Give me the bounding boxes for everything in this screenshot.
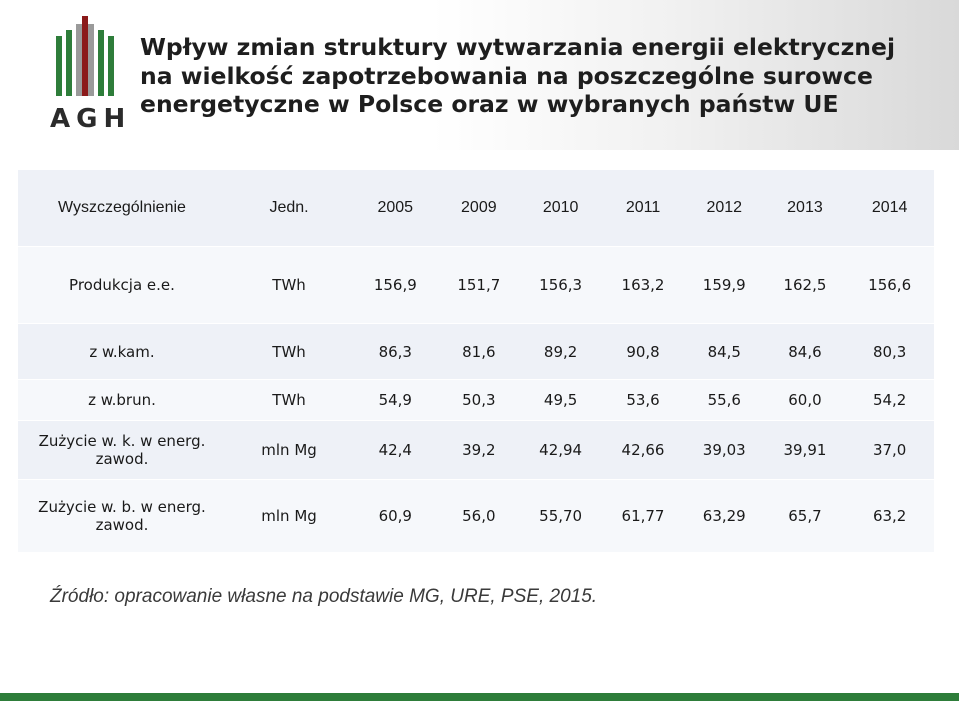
- table-cell: 84,6: [764, 323, 846, 380]
- table-cell: Zużycie w. k. w energ. zawod.: [18, 420, 226, 480]
- table-cell: 49,5: [519, 379, 603, 421]
- title-line: na wielkość zapotrzebowania na poszczegó…: [140, 61, 873, 90]
- agh-logo-icon: [56, 16, 114, 96]
- column-header: 2005: [352, 170, 439, 247]
- header-band: AGH Wpływ zmian struktury wytwarzania en…: [0, 0, 959, 150]
- table-cell: 159,9: [683, 246, 765, 324]
- logo-text: AGH: [50, 104, 132, 134]
- table-cell: 156,6: [845, 246, 934, 324]
- table-cell: 84,5: [683, 323, 765, 380]
- table-cell: 81,6: [438, 323, 520, 380]
- column-header: Jedn.: [225, 170, 353, 247]
- table-cell: 54,9: [352, 379, 439, 421]
- table-cell: 37,0: [845, 420, 934, 480]
- table-row: Produkcja e.e. TWh 156,9 151,7 156,3 163…: [18, 246, 934, 324]
- table-cell: TWh: [225, 323, 353, 380]
- table-cell: mln Mg: [225, 479, 353, 552]
- table-cell: Zużycie w. b. w energ. zawod.: [18, 479, 226, 552]
- table-cell: 151,7: [438, 246, 520, 324]
- footer-bar: [0, 693, 959, 701]
- column-header: 2010: [519, 170, 603, 247]
- table-cell: TWh: [225, 246, 353, 324]
- page-title: Wpływ zmian struktury wytwarzania energi…: [140, 33, 940, 119]
- source-note: Źródło: opracowanie własne na podstawie …: [50, 586, 598, 607]
- table-cell: 56,0: [438, 479, 520, 552]
- table-cell: 55,70: [519, 479, 603, 552]
- data-table: Wyszczególnienie Jedn. 2005 2009 2010 20…: [18, 170, 934, 552]
- table-cell: mln Mg: [225, 420, 353, 480]
- table-cell: 89,2: [519, 323, 603, 380]
- table-cell: 42,94: [519, 420, 603, 480]
- table-cell: 65,7: [764, 479, 846, 552]
- table-row: Zużycie w. k. w energ. zawod. mln Mg 42,…: [18, 420, 934, 480]
- table-cell: 42,4: [352, 420, 439, 480]
- table-cell: 53,6: [602, 379, 684, 421]
- table-cell: 42,66: [602, 420, 684, 480]
- table-cell: 90,8: [602, 323, 684, 380]
- column-header: Wyszczególnienie: [18, 170, 226, 247]
- table-row: z w.brun. TWh 54,9 50,3 49,5 53,6 55,6 6…: [18, 379, 934, 421]
- table-cell: z w.brun.: [18, 379, 226, 421]
- table-header-row: Wyszczególnienie Jedn. 2005 2009 2010 20…: [18, 170, 934, 247]
- table-cell: 39,2: [438, 420, 520, 480]
- column-header: 2011: [602, 170, 684, 247]
- column-header: 2013: [764, 170, 846, 247]
- table-cell: 163,2: [602, 246, 684, 324]
- table-cell: 60,9: [352, 479, 439, 552]
- table-cell: TWh: [225, 379, 353, 421]
- table-cell: 63,29: [683, 479, 765, 552]
- table-cell: z w.kam.: [18, 323, 226, 380]
- table-cell: 63,2: [845, 479, 934, 552]
- table-cell: 61,77: [602, 479, 684, 552]
- table-cell: 80,3: [845, 323, 934, 380]
- table-cell: 60,0: [764, 379, 846, 421]
- column-header: 2009: [438, 170, 520, 247]
- table-cell: 162,5: [764, 246, 846, 324]
- table-row: Zużycie w. b. w energ. zawod. mln Mg 60,…: [18, 479, 934, 552]
- table-cell: 50,3: [438, 379, 520, 421]
- table-cell: Produkcja e.e.: [18, 246, 226, 324]
- title-line: energetyczne w Polsce oraz w wybranych p…: [140, 90, 839, 118]
- table-row: z w.kam. TWh 86,3 81,6 89,2 90,8 84,5 84…: [18, 323, 934, 380]
- table-cell: 156,9: [352, 246, 439, 324]
- table-cell: 39,03: [683, 420, 765, 480]
- table-cell: 156,3: [519, 246, 603, 324]
- column-header: 2014: [845, 170, 934, 247]
- table-cell: 39,91: [764, 420, 846, 480]
- table-cell: 54,2: [845, 379, 934, 421]
- table-cell: 55,6: [683, 379, 765, 421]
- title-line: Wpływ zmian struktury wytwarzania energi…: [140, 33, 896, 61]
- column-header: 2012: [683, 170, 765, 247]
- table-cell: 86,3: [352, 323, 439, 380]
